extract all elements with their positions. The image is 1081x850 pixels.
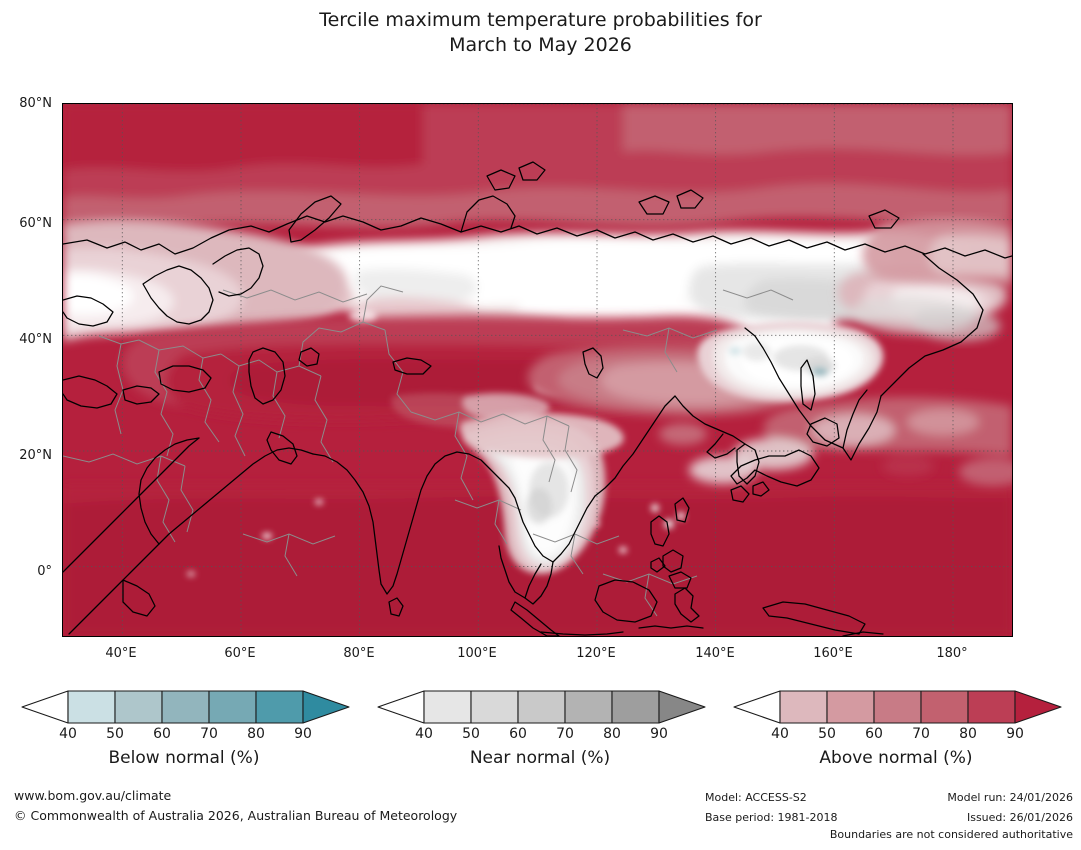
cb-below-tick-80: 80 xyxy=(247,726,265,742)
map-raster xyxy=(63,104,1012,636)
cb-near-tick-60: 60 xyxy=(509,726,527,742)
footer-copyright: © Commonwealth of Australia 2026, Austra… xyxy=(14,808,458,823)
y-tick-60N: 60°N xyxy=(19,216,52,231)
cb-near-tick-90: 90 xyxy=(650,726,668,742)
cb-below-tick-90: 90 xyxy=(294,726,312,742)
colorbar-below-normal-label: Below normal (%) xyxy=(108,748,260,768)
y-tick-0: 0° xyxy=(37,564,52,579)
cb-below-tick-40: 40 xyxy=(59,726,77,742)
cb-near-tick-50: 50 xyxy=(462,726,480,742)
page-title: Tercile maximum temperature probabilitie… xyxy=(0,8,1081,58)
colorbar-above-normal-swatches xyxy=(733,690,1062,724)
map-canvas xyxy=(63,104,1012,636)
footer-model-run: Model run: 24/01/2026 xyxy=(947,791,1073,804)
x-tick-100E: 100°E xyxy=(457,646,497,661)
footer-boundaries-note: Boundaries are not considered authoritat… xyxy=(829,828,1073,841)
page-title-line1: Tercile maximum temperature probabilitie… xyxy=(319,9,762,31)
cb-above-tick-50: 50 xyxy=(818,726,836,742)
colorbar-near-normal[interactable]: 40 50 60 70 80 90 Near normal (%) xyxy=(366,688,714,783)
cb-near-tick-40: 40 xyxy=(415,726,433,742)
colorbar-above-normal[interactable]: 40 50 60 70 80 90 Above normal (%) xyxy=(722,688,1070,783)
colorbar-below-normal[interactable]: 40 50 60 70 80 90 Below normal (%) xyxy=(10,688,358,783)
page-title-line2: March to May 2026 xyxy=(449,34,632,56)
x-tick-160E: 160°E xyxy=(813,646,853,661)
footer-base-period: Base period: 1981-2018 xyxy=(705,811,838,824)
y-tick-20N: 20°N xyxy=(19,448,52,463)
footer-model: Model: ACCESS-S2 xyxy=(705,791,807,804)
colorbar-below-normal-ticks: 40 50 60 70 80 90 xyxy=(10,726,358,744)
cb-near-tick-80: 80 xyxy=(603,726,621,742)
coastlines xyxy=(63,161,1012,636)
x-tick-140E: 140°E xyxy=(695,646,735,661)
footer-model-info: Model: ACCESS-S2 Base period: 1981-2018 xyxy=(705,788,837,828)
cb-above-tick-90: 90 xyxy=(1006,726,1024,742)
footer-left: www.bom.gov.au/climate © Commonwealth of… xyxy=(14,786,457,826)
cb-near-tick-70: 70 xyxy=(556,726,574,742)
graticule xyxy=(63,104,1012,636)
colorbar-above-normal-label: Above normal (%) xyxy=(819,748,973,768)
colorbar-above-normal-ticks: 40 50 60 70 80 90 xyxy=(722,726,1070,744)
cb-above-tick-70: 70 xyxy=(912,726,930,742)
footer-issued: Issued: 26/01/2026 xyxy=(966,811,1073,824)
cb-above-tick-40: 40 xyxy=(771,726,789,742)
legend-row: 40 50 60 70 80 90 Below normal (%) xyxy=(0,688,1081,783)
y-tick-40N: 40°N xyxy=(19,332,52,347)
colorbar-below-normal-swatches xyxy=(21,690,350,724)
cb-above-tick-80: 80 xyxy=(959,726,977,742)
footer-run-info: Model run: 24/01/2026 Issued: 26/01/2026 xyxy=(947,788,1073,828)
x-tick-120E: 120°E xyxy=(576,646,616,661)
probability-map[interactable] xyxy=(62,103,1013,637)
y-tick-80N: 80°N xyxy=(19,96,52,111)
country-borders xyxy=(63,285,794,617)
cb-below-tick-70: 70 xyxy=(200,726,218,742)
colorbar-near-normal-label: Near normal (%) xyxy=(469,748,611,768)
colorbar-near-normal-swatches xyxy=(377,690,706,724)
cb-below-tick-60: 60 xyxy=(153,726,171,742)
cb-above-tick-60: 60 xyxy=(865,726,883,742)
footer-website[interactable]: www.bom.gov.au/climate xyxy=(14,788,172,803)
x-tick-60E: 60°E xyxy=(224,646,256,661)
footer: www.bom.gov.au/climate © Commonwealth of… xyxy=(0,786,1081,850)
x-tick-40E: 40°E xyxy=(105,646,137,661)
x-tick-80E: 80°E xyxy=(343,646,375,661)
cb-below-tick-50: 50 xyxy=(106,726,124,742)
x-tick-180: 180° xyxy=(936,646,968,661)
colorbar-near-normal-ticks: 40 50 60 70 80 90 xyxy=(366,726,714,744)
